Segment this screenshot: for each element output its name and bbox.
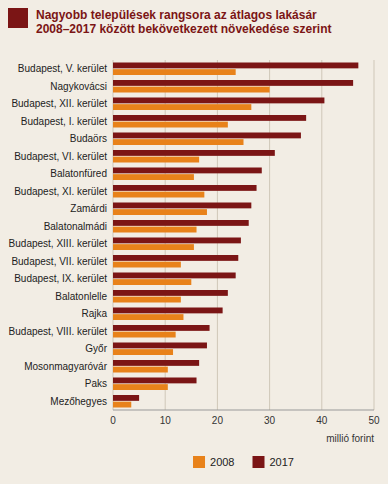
- x-tick-label: 20: [212, 415, 224, 426]
- bar: [113, 80, 353, 86]
- legend-label: 2017: [270, 456, 294, 468]
- category-label: Rajka: [81, 308, 107, 319]
- category-label: Budapest, XI. kerület: [14, 186, 107, 197]
- category-label: Budapest, I. kerület: [21, 116, 107, 127]
- bar: [113, 343, 207, 349]
- bar: [113, 325, 210, 331]
- grid: [113, 60, 374, 410]
- legend-swatch: [193, 456, 205, 468]
- category-label: Budapest, XII. kerület: [11, 98, 107, 109]
- bar: [113, 115, 306, 121]
- x-tick-label: 0: [110, 415, 116, 426]
- title-line: 2008–2017 között bekövetkezett növekedés…: [36, 22, 331, 36]
- bar: [113, 332, 176, 338]
- bar: [113, 203, 251, 209]
- legend: 2008 2017: [193, 456, 294, 468]
- bar: [113, 63, 358, 69]
- bar: [113, 98, 324, 104]
- bar: [113, 133, 301, 139]
- bar: [113, 273, 236, 279]
- title: Nagyobb települések rangsora az átlagos …: [36, 8, 331, 36]
- category-label: Mezőhegyes: [50, 396, 107, 407]
- bar: [113, 220, 249, 226]
- x-tick-label: 10: [160, 415, 172, 426]
- category-label: Nagykovácsi: [50, 81, 107, 92]
- bar: [113, 402, 131, 408]
- bar: [113, 122, 228, 128]
- x-tick-label: 30: [264, 415, 276, 426]
- bar: [113, 185, 257, 191]
- grid-line: [374, 60, 375, 410]
- bar: [113, 395, 139, 401]
- bar: [113, 87, 270, 93]
- legend-label: 2008: [210, 456, 234, 468]
- category-label: Zamárdi: [70, 203, 107, 214]
- bar: [113, 297, 181, 303]
- bars: [113, 63, 358, 408]
- bar: [113, 192, 204, 198]
- bar: [113, 384, 168, 390]
- title-line: Nagyobb települések rangsora az átlagos …: [36, 8, 317, 22]
- bar: [113, 104, 251, 110]
- category-label: Budapest, VII. kerület: [11, 256, 107, 267]
- bar: [113, 349, 173, 355]
- category-label: Budapest, VI. kerület: [14, 151, 107, 162]
- legend-swatch: [253, 456, 265, 468]
- x-tick-label: 50: [368, 415, 380, 426]
- bar: [113, 244, 194, 250]
- bar: [113, 209, 207, 215]
- category-label: Győr: [85, 343, 107, 354]
- grid-line: [113, 60, 114, 410]
- bar: [113, 227, 197, 233]
- bar: [113, 360, 199, 366]
- bar: [113, 157, 199, 163]
- x-axis-line: [113, 410, 374, 411]
- grid-line: [165, 60, 166, 410]
- bar: [113, 238, 241, 244]
- bar: [113, 139, 244, 145]
- category-label: Budapest, VIII. kerület: [9, 326, 108, 337]
- category-label: Balatonlelle: [55, 291, 107, 302]
- bar: [113, 150, 275, 156]
- bar: [113, 69, 236, 75]
- bar: [113, 262, 181, 268]
- category-label: Budaörs: [70, 133, 107, 144]
- category-label: Budapest, IX. kerület: [14, 273, 107, 284]
- bar: [113, 279, 191, 285]
- bar: [113, 378, 197, 384]
- bar: [113, 174, 194, 180]
- category-label: Paks: [85, 378, 107, 389]
- category-label: Budapest, V. kerület: [18, 63, 107, 74]
- category-label: Budapest, XIII. kerület: [9, 238, 108, 249]
- category-label: Balatonfüred: [50, 168, 107, 179]
- category-label: Mosonmagyaróvár: [24, 361, 107, 372]
- bar: [113, 168, 262, 174]
- grid-line: [269, 60, 270, 410]
- category-label: Balatonalmádi: [44, 221, 107, 232]
- bar: [113, 367, 168, 373]
- bar: [113, 308, 223, 314]
- grid-line: [217, 60, 218, 410]
- bar: [113, 290, 228, 296]
- bar: [113, 314, 183, 320]
- x-axis-label: millió forint: [326, 433, 374, 444]
- grid-line: [321, 60, 322, 410]
- title-box: [8, 8, 28, 28]
- bar: [113, 255, 238, 261]
- chart: Nagyobb települések rangsora az átlagos …: [0, 0, 388, 484]
- x-tick-label: 40: [316, 415, 328, 426]
